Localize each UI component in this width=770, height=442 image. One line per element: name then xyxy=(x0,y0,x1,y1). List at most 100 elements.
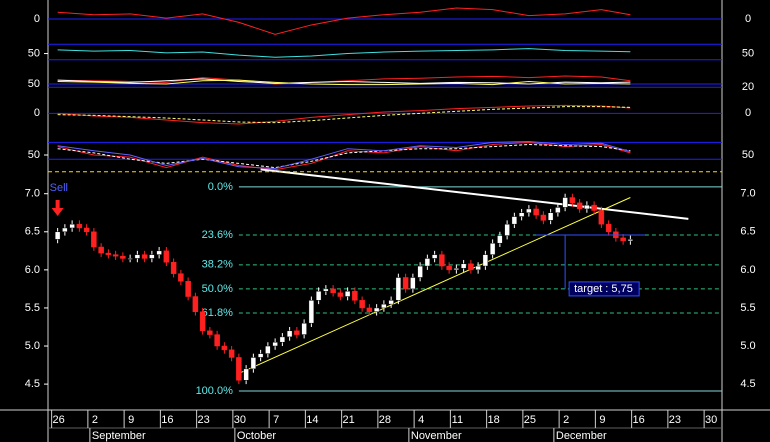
candle-body xyxy=(395,277,402,301)
indicator-line xyxy=(57,7,631,35)
candle-body xyxy=(446,265,452,271)
x-tick-label: 28 xyxy=(379,414,391,426)
candle-body xyxy=(511,216,518,225)
fib-label: 0.0% xyxy=(208,181,233,193)
candle-body xyxy=(178,273,184,282)
y-tick-label-right: 4.5 xyxy=(740,378,755,390)
candle-body xyxy=(620,237,626,242)
x-tick-label: 2 xyxy=(563,414,569,426)
candle-body xyxy=(337,292,344,297)
y-tick-label-right: 0 xyxy=(745,13,751,25)
candle-body xyxy=(366,307,373,313)
candle-body xyxy=(243,368,249,381)
candle-body xyxy=(424,258,431,267)
candle-body xyxy=(359,300,365,309)
indicator-line xyxy=(57,106,631,124)
candle-body xyxy=(402,277,409,290)
candle-body xyxy=(69,223,75,229)
trendline xyxy=(238,197,631,374)
candle-body xyxy=(584,204,590,210)
candle-body xyxy=(460,263,467,269)
trendline xyxy=(260,168,689,220)
candle-body xyxy=(576,202,583,210)
y-tick-label: 0 xyxy=(34,107,40,119)
month-label: October xyxy=(237,430,276,442)
candle-body xyxy=(475,265,481,271)
indicator-line xyxy=(57,141,631,171)
candle-body xyxy=(170,262,177,274)
candle-body xyxy=(555,207,561,213)
candle-body xyxy=(185,281,191,297)
fib-label: 100.0% xyxy=(196,385,234,397)
candle-body xyxy=(504,223,510,236)
candle-body xyxy=(228,349,235,358)
candle-body xyxy=(236,357,242,381)
target-box xyxy=(568,281,640,297)
candle-body xyxy=(250,357,257,370)
x-tick-label: 23 xyxy=(198,414,210,426)
x-tick-label: 25 xyxy=(524,414,536,426)
candle-body xyxy=(214,334,220,347)
indicator-line xyxy=(57,79,631,86)
x-tick-label: 21 xyxy=(343,414,355,426)
candle-body xyxy=(127,258,133,260)
x-tick-label: 9 xyxy=(599,414,605,426)
candle-body xyxy=(105,252,112,255)
candle-body xyxy=(207,330,213,335)
candle-body xyxy=(315,290,322,301)
indicator-line xyxy=(57,143,631,169)
candle-body xyxy=(279,336,286,343)
y-tick-label: 7.0 xyxy=(25,188,40,200)
candle-body xyxy=(344,290,351,297)
y-tick-label: 6.0 xyxy=(25,264,40,276)
candle-body xyxy=(308,300,315,324)
candle-body xyxy=(533,208,539,216)
x-tick-label: 4 xyxy=(418,414,424,426)
candle-body xyxy=(569,197,576,204)
y-tick-label-right: 20 xyxy=(742,81,754,93)
x-tick-label: 2 xyxy=(92,414,98,426)
candle-body xyxy=(352,290,358,301)
candle-body xyxy=(373,307,380,313)
y-tick-label-right: 6.5 xyxy=(740,226,755,238)
candle-body xyxy=(141,254,148,259)
x-tick-label: 16 xyxy=(161,414,173,426)
candle-body xyxy=(54,231,61,240)
candle-body xyxy=(417,265,423,278)
y-tick-label: 50 xyxy=(28,47,40,59)
candle-body xyxy=(156,250,162,255)
candle-body xyxy=(91,231,97,248)
y-tick-label: 5.5 xyxy=(25,302,40,314)
month-label: December xyxy=(556,430,607,442)
candle-body xyxy=(591,204,597,211)
signal-label: Sell xyxy=(50,182,68,194)
candle-body xyxy=(163,250,170,263)
candle-body xyxy=(265,345,271,354)
candle-body xyxy=(431,254,438,259)
x-tick-label: 18 xyxy=(488,414,500,426)
x-tick-label: 26 xyxy=(53,414,65,426)
indicator-line xyxy=(57,48,631,58)
x-tick-label: 30 xyxy=(234,414,246,426)
signal-arrow xyxy=(51,200,64,216)
indicator-line xyxy=(57,141,631,169)
y-tick-label: 0 xyxy=(34,13,40,25)
candle-body xyxy=(134,254,141,259)
y-tick-label: 5.0 xyxy=(25,340,40,352)
candle-body xyxy=(410,277,416,290)
candle-body xyxy=(518,212,525,217)
x-tick-label: 14 xyxy=(306,414,318,426)
candle-body xyxy=(562,197,568,208)
candle-body xyxy=(381,303,387,309)
candle-body xyxy=(540,214,547,221)
candle-body xyxy=(598,210,605,225)
indicator-line xyxy=(57,78,631,85)
candle-body xyxy=(439,254,445,267)
candle-body xyxy=(257,353,264,358)
candle-body xyxy=(286,330,293,338)
candle-body xyxy=(323,288,329,292)
candle-body xyxy=(497,235,503,244)
candle-body xyxy=(76,223,83,229)
x-tick-label: 23 xyxy=(669,414,681,426)
